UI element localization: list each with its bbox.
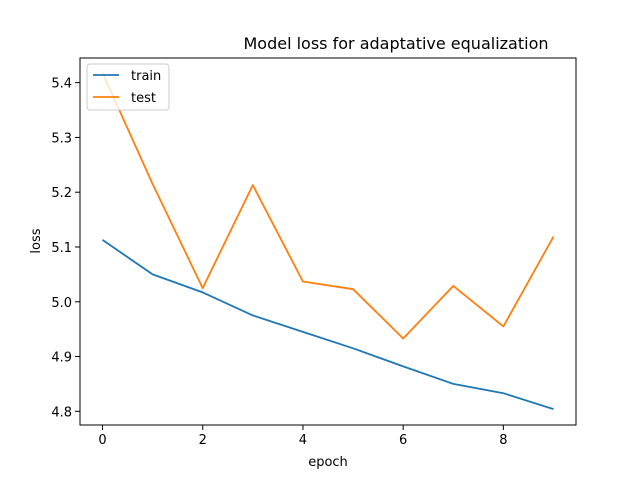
- y-axis-label: loss: [29, 228, 44, 253]
- legend: train test: [86, 63, 170, 111]
- series-line-train: [101, 239, 554, 410]
- y-tick-label: 5.3: [51, 131, 72, 146]
- y-tick-label: 4.8: [51, 405, 72, 420]
- series-layer: [101, 72, 555, 410]
- y-tick-label: 5.4: [51, 77, 72, 92]
- x-tick-label: 0: [98, 433, 106, 448]
- y-tick-label: 5.1: [51, 241, 72, 256]
- y-tick-label: 5.2: [51, 186, 72, 201]
- x-tick-label: 2: [199, 433, 207, 448]
- y-axis: 4.8 4.9 5.0 5.1 5.2 5.3 5.4: [51, 77, 80, 420]
- y-tick-label: 5.0: [51, 296, 72, 311]
- x-tick-label: 8: [499, 433, 507, 448]
- series-line-test: [101, 72, 555, 340]
- y-tick-label: 4.9: [51, 351, 72, 366]
- x-tick-label: 4: [299, 433, 307, 448]
- x-axis: 0 2 4 6 8: [98, 425, 507, 448]
- legend-label-test: test: [131, 91, 156, 106]
- plot-frame: [79, 57, 577, 426]
- x-tick-label: 6: [399, 433, 407, 448]
- x-axis-label: epoch: [308, 455, 348, 470]
- plot-area: [79, 57, 577, 426]
- chart-title: Model loss for adaptative equalization: [243, 34, 548, 53]
- legend-label-train: train: [131, 69, 161, 84]
